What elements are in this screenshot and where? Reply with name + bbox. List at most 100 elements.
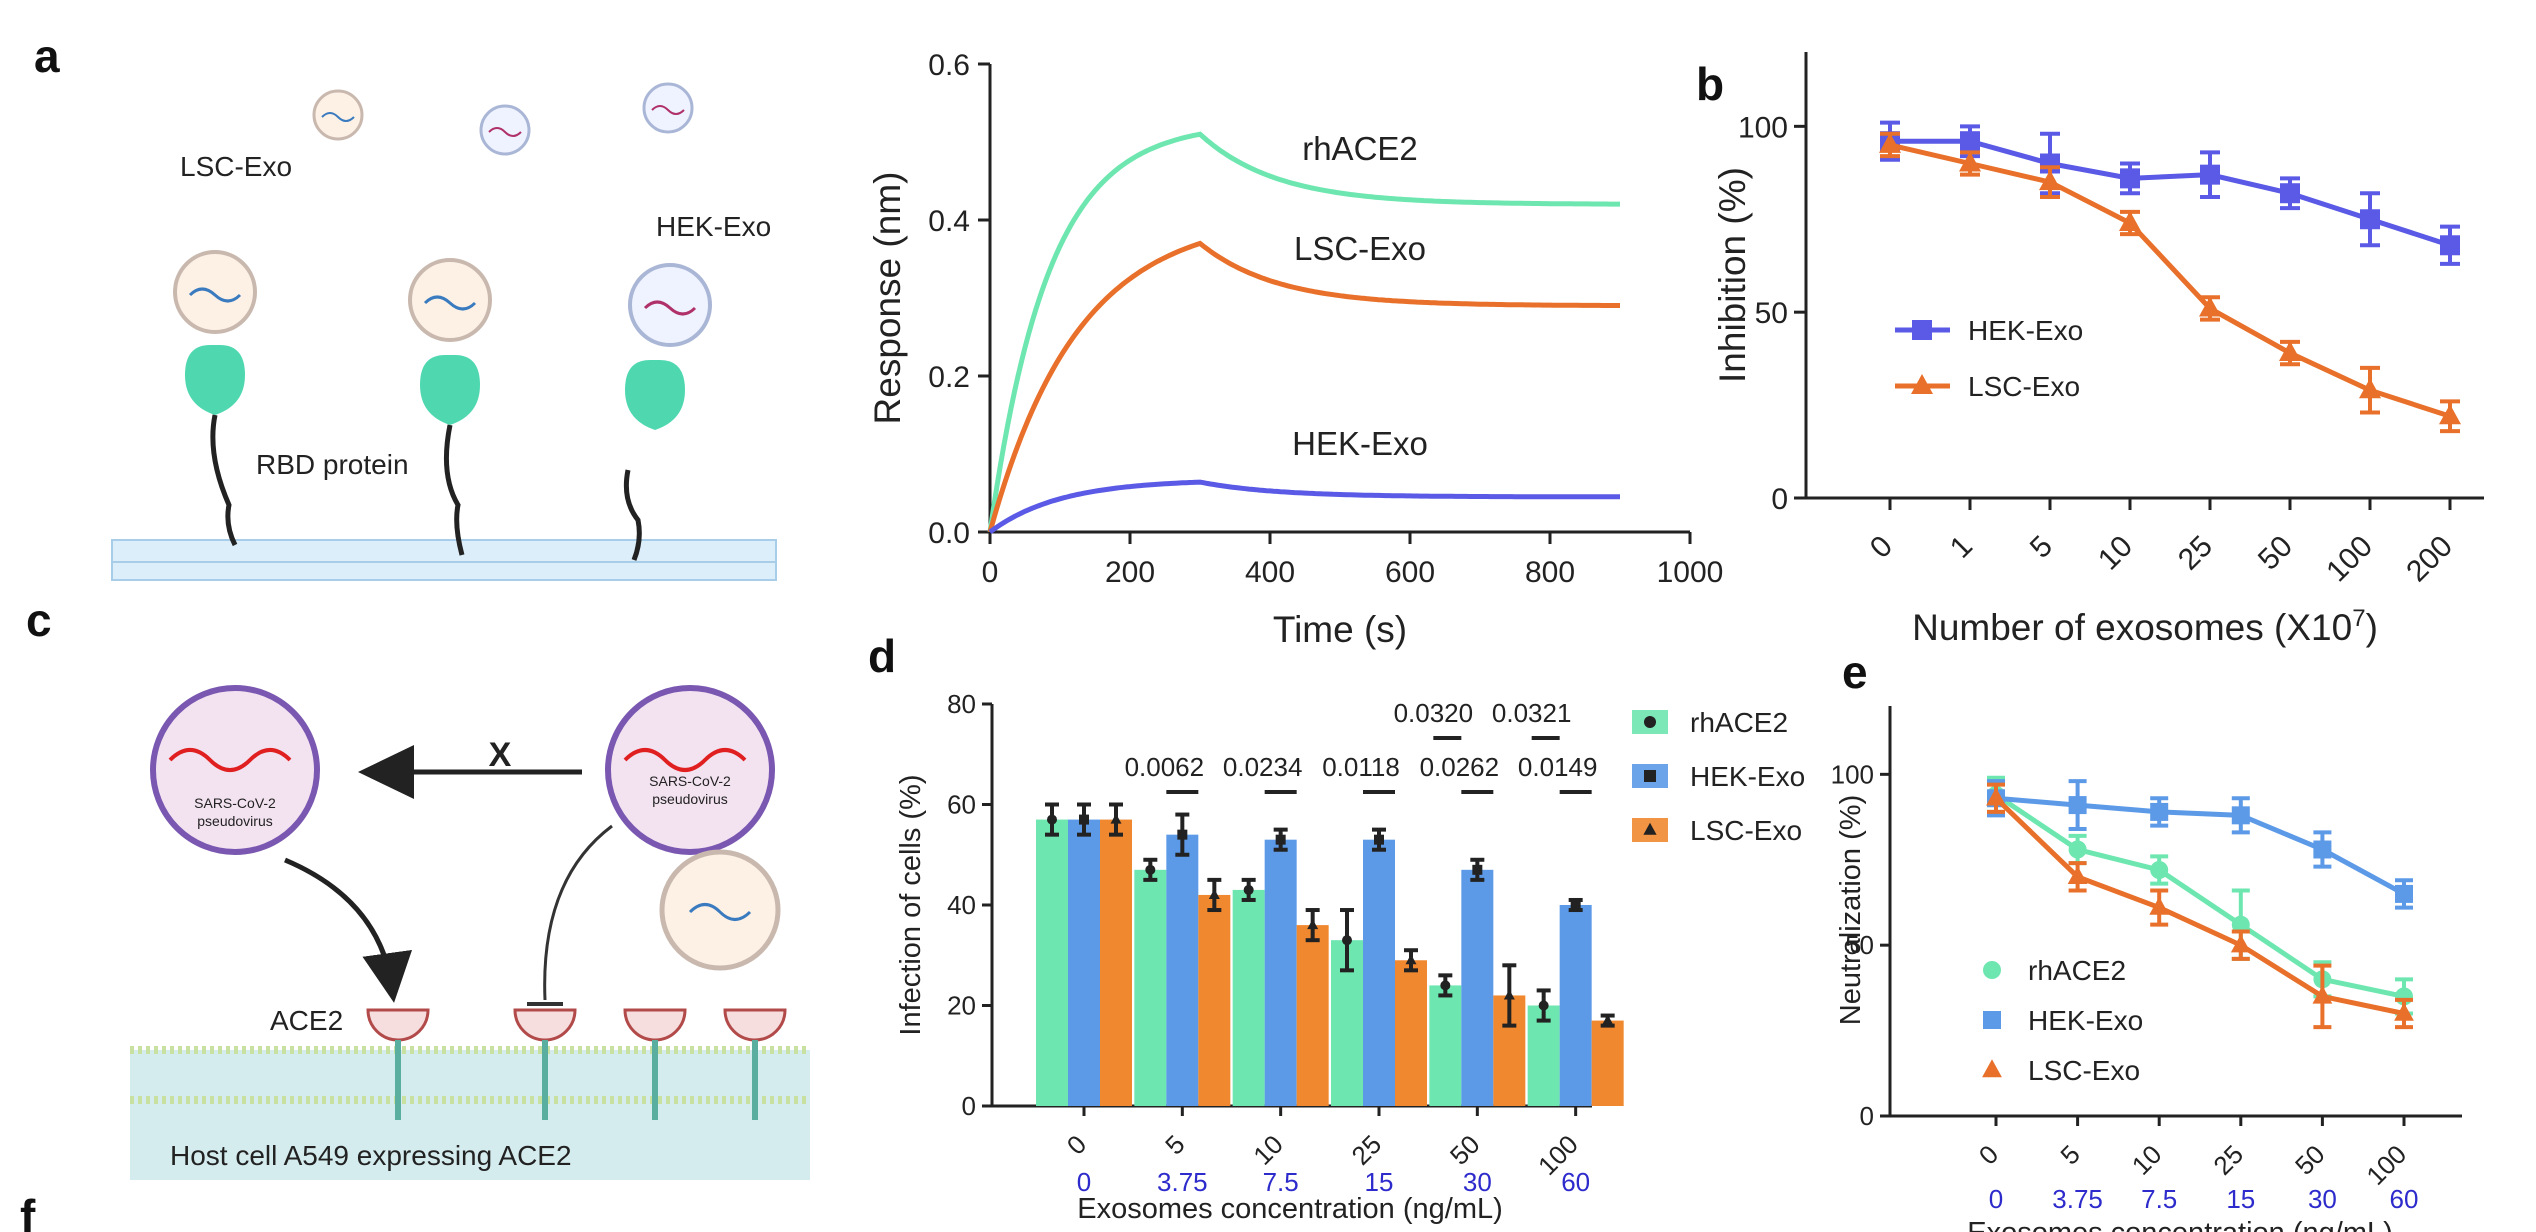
e-point-LSC-Exo [1986, 787, 2006, 806]
b-point-LSC-Exo [2039, 170, 2061, 191]
blocked-arrowhead [358, 745, 414, 799]
d-pvalue-label: 0.0118 [1322, 752, 1400, 782]
e-legend-marker [1983, 961, 2001, 979]
b-ytick-label: 50 [1755, 297, 1788, 330]
d-ytick-label: 0 [962, 1091, 976, 1121]
infection-arrow [284, 857, 413, 1003]
virus-right-text2: pseudovirus [652, 791, 728, 807]
bound-exosome-lsc-1 [173, 250, 257, 547]
d-xtick-label: 5 [1159, 1129, 1190, 1160]
d-bar-rhACE2 [1134, 869, 1167, 1106]
inhibition-line [543, 824, 613, 1001]
d-dot-LSC-Exo [1405, 954, 1417, 965]
host-cell-label: Host cell A549 expressing ACE2 [170, 1140, 572, 1171]
d-legend-label: LSC-Exo [1690, 815, 1802, 846]
e-xtick-label: 25 [2207, 1139, 2249, 1181]
d-legend-dot [1644, 770, 1656, 782]
d-xtick-label-secondary: 3.75 [1157, 1167, 1208, 1197]
b-point-HEK-Exo [2200, 164, 2220, 185]
virus-left-text1: SARS-CoV-2 [194, 795, 276, 811]
exosome-bound-virus [659, 849, 781, 971]
d-ytick-label: 80 [947, 689, 976, 719]
e-legend-marker [1983, 1011, 2001, 1029]
d-xtick-label-secondary: 15 [1365, 1167, 1394, 1197]
d-ytick-label: 60 [947, 790, 976, 820]
e-xtick-label: 10 [2126, 1139, 2168, 1181]
d-bar-rhACE2 [1036, 819, 1068, 1106]
d-bar-HEK-Exo [1461, 869, 1494, 1106]
e-legend-label: LSC-Exo [2028, 1055, 2140, 1086]
d-dot-HEK-Exo [1374, 834, 1384, 845]
d-dot-LSC-Exo [1503, 989, 1515, 1000]
d-legend-dot [1644, 716, 1656, 728]
e-legend-label: HEK-Exo [2028, 1005, 2143, 1036]
d-dot-rhACE2 [1047, 814, 1057, 825]
b-ytick-label: 100 [1738, 111, 1788, 144]
e-point-HEK-Exo [2150, 802, 2169, 821]
e-xtick-label-secondary: 15 [2226, 1184, 2255, 1214]
d-ytick-label: 40 [947, 890, 976, 920]
b-xtick-label: 100 [2320, 530, 2379, 589]
b-xtick-label: 5 [2024, 530, 2059, 565]
schematic-a: LSC-Exo HEK-Exo RBD protein [111, 82, 777, 581]
e-line-rhACE2 [1994, 792, 2405, 999]
b-legend-label: LSC-Exo [1968, 371, 2080, 402]
e-ytick-label: 50 [1845, 930, 1874, 960]
b-ytick-label: 0 [1771, 483, 1788, 516]
d-dot-LSC-Exo [1307, 919, 1319, 930]
d-y-title: Infection of cells (%) [895, 774, 927, 1035]
e-xtick-label-secondary: 0 [1989, 1184, 2003, 1214]
e-point-HEK-Exo [2231, 806, 2250, 825]
bli-curve-HEK-Exo [988, 479, 1620, 535]
b-point-HEK-Exo [2360, 209, 2380, 230]
e-point-rhACE2 [2231, 915, 2250, 934]
e-point-HEK-Exo [2395, 884, 2413, 903]
d-xtick-label-secondary: 0 [1077, 1167, 1091, 1197]
d-xtick-label-secondary: 30 [1463, 1167, 1492, 1197]
b-point-HEK-Exo [2120, 168, 2140, 189]
b-xtick-label: 1 [1944, 530, 1979, 565]
virus-right: SARS-CoV-2 pseudovirus [605, 685, 775, 855]
e-line-LSC-Exo [1994, 796, 2405, 1016]
d-dot-HEK-Exo [1275, 834, 1286, 845]
e-xtick-label-secondary: 7.5 [2141, 1184, 2177, 1214]
d-legend-label: HEK-Exo [1690, 761, 1805, 792]
d-pvalue-label: 0.0262 [1420, 752, 1500, 782]
bli-ytick-label: 0.6 [928, 49, 970, 82]
e-xtick-label-secondary: 60 [2390, 1184, 2419, 1214]
d-bar-rhACE2 [1232, 889, 1265, 1106]
d-bar-rhACE2 [1429, 985, 1462, 1106]
d-ytick-label: 20 [947, 991, 976, 1021]
d-pvalue-label-upper: 0.0321 [1492, 698, 1572, 728]
chart-bli-response: 0.0 0.2 0.4 0.6 0 200 400 600 800 1000 Time (s) Res… [867, 49, 1723, 650]
bli-ytick-label: 0.0 [928, 517, 970, 550]
d-bar-LSC-Exo [1591, 1020, 1624, 1106]
b-point-LSC-Exo [1879, 132, 1901, 153]
d-pvalue-label: 0.0062 [1125, 752, 1205, 782]
d-dot-HEK-Exo [1177, 829, 1188, 840]
bli-xtick-label: 400 [1245, 556, 1295, 589]
b-point-HEK-Exo [1960, 131, 1980, 152]
b-xtick-label: 25 [2172, 530, 2219, 577]
d-dot-rhACE2 [1145, 864, 1156, 875]
panel-label-c: c [26, 594, 52, 646]
b-point-HEK-Exo [2280, 183, 2300, 204]
host-cell [130, 1050, 810, 1180]
e-point-LSC-Exo [2230, 934, 2251, 953]
floating-exosome-2 [479, 104, 531, 156]
d-bar-HEK-Exo [1363, 839, 1395, 1106]
b-point-HEK-Exo [2440, 235, 2460, 256]
virus-left-text2: pseudovirus [197, 813, 273, 829]
b-point-LSC-Exo [2199, 296, 2221, 317]
schematic-c: Host cell A549 expressing ACE2 SARS-CoV-… [130, 685, 810, 1180]
d-dot-rhACE2 [1342, 935, 1352, 946]
e-xtick-label: 50 [2289, 1139, 2331, 1181]
d-dot-rhACE2 [1243, 884, 1254, 895]
e-xtick-label-secondary: 3.75 [2052, 1184, 2103, 1214]
d-legend-label: rhACE2 [1690, 707, 1788, 738]
bli-xtick-label: 200 [1105, 556, 1155, 589]
d-bar-LSC-Exo [1395, 960, 1427, 1106]
chart-b-inhibition: 0 50 100 0 1 5 10 25 50 100 200 Number of exosomes … [1712, 52, 2484, 648]
d-dot-LSC-Exo [1602, 1014, 1614, 1025]
